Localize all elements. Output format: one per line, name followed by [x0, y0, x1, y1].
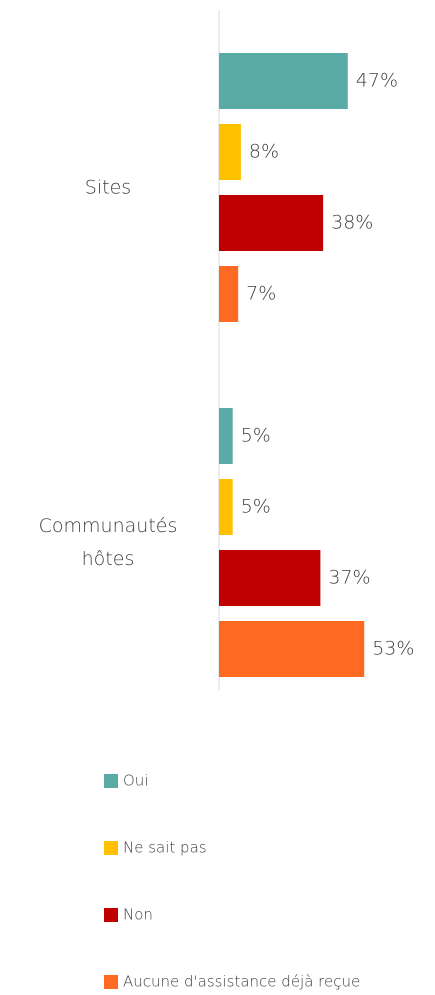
legend-label: Oui	[123, 772, 148, 790]
value-label: 8%	[249, 141, 279, 163]
bar	[219, 124, 241, 180]
legend-swatch	[104, 774, 118, 788]
value-label: 47%	[356, 70, 398, 92]
legend-label: Aucune d'assistance déjà reçue	[123, 973, 360, 991]
value-label: 38%	[331, 212, 373, 234]
value-label: 37%	[328, 567, 370, 589]
bar	[219, 408, 233, 464]
bar	[219, 53, 348, 109]
value-label: 7%	[246, 283, 276, 305]
legend-swatch	[104, 908, 118, 922]
bar	[219, 550, 321, 606]
legend-label: Non	[123, 906, 153, 924]
category-label: Communautés hôtes	[38, 514, 178, 570]
bar	[219, 621, 365, 677]
legend-label: Ne sait pas	[123, 839, 207, 857]
value-label: 53%	[372, 638, 414, 660]
category-label: Sites	[84, 176, 132, 198]
bar	[219, 479, 233, 535]
bar	[219, 266, 239, 322]
bar	[219, 195, 324, 251]
legend-swatch	[104, 841, 118, 855]
legend-swatch	[104, 975, 118, 989]
value-label: 5%	[241, 496, 271, 518]
value-label: 5%	[241, 425, 271, 447]
